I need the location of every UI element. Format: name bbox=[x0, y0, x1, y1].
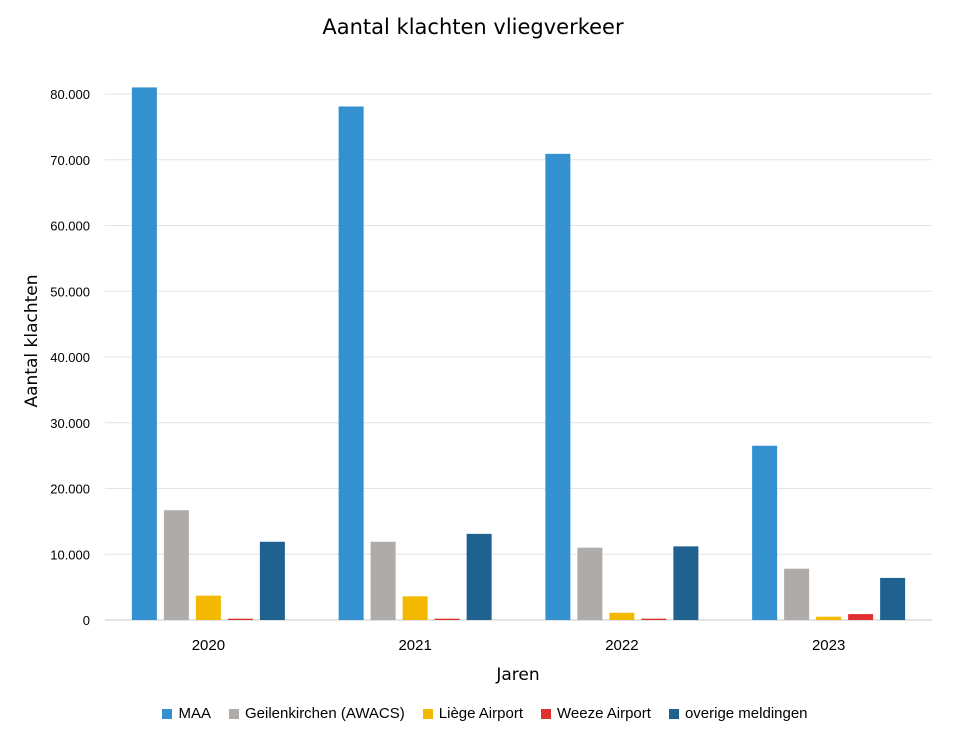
bar-overige-meldingen-2022 bbox=[673, 546, 699, 620]
y-tick-label: 50.000 bbox=[50, 284, 90, 299]
y-tick-label: 0 bbox=[83, 613, 90, 628]
legend-swatch bbox=[668, 708, 679, 719]
x-axis-title: Jaren bbox=[495, 665, 539, 685]
legend-label: MAA bbox=[178, 705, 211, 722]
y-tick-label: 20.000 bbox=[50, 482, 90, 497]
y-tick-label: 70.000 bbox=[50, 153, 90, 168]
bar-li-ge-airport-2020 bbox=[195, 595, 221, 620]
chart-title: Aantal klachten vliegverkeer bbox=[322, 15, 624, 39]
legend-item: Weeze Airport bbox=[541, 705, 651, 722]
bar-chart: 0 10.000 20.000 30.000 40.000 50.000 60.000 70.… bbox=[22, 87, 932, 685]
legend-label: Liège Airport bbox=[438, 705, 523, 722]
bar-overige-meldingen-2020 bbox=[259, 541, 285, 620]
bar-geilenkirchen-awacs-2021 bbox=[370, 541, 396, 620]
y-axis-title: Aantal klachten bbox=[22, 274, 42, 407]
bar-weeze-airport-2023 bbox=[848, 614, 874, 620]
y-tick-label: 40.000 bbox=[50, 350, 90, 365]
legend: MAA Geilenkirchen (AWACS) Liège Airport Wee… bbox=[0, 705, 970, 722]
x-category-label: 2021 bbox=[398, 637, 431, 654]
x-category-labels: 2020 2021 2022 2023 bbox=[192, 637, 846, 654]
x-category-label: 2023 bbox=[812, 637, 845, 654]
bar-geilenkirchen-awacs-2022 bbox=[577, 547, 603, 620]
bar-maa-2022 bbox=[545, 153, 571, 620]
legend-label: Weeze Airport bbox=[557, 705, 651, 722]
bar-li-ge-airport-2021 bbox=[402, 596, 428, 620]
legend-swatch bbox=[162, 708, 173, 719]
bars bbox=[131, 87, 906, 621]
bar-geilenkirchen-awacs-2023 bbox=[784, 568, 810, 620]
bar-li-ge-airport-2023 bbox=[816, 616, 842, 620]
bar-maa-2021 bbox=[338, 106, 364, 621]
legend-label: Geilenkirchen (AWACS) bbox=[245, 705, 405, 722]
legend-swatch bbox=[229, 708, 239, 719]
gridlines bbox=[105, 93, 932, 621]
legend-item: overige meldingen bbox=[668, 705, 808, 722]
bar-weeze-airport-2020 bbox=[227, 618, 253, 620]
legend-swatch bbox=[422, 708, 433, 719]
legend-swatch bbox=[541, 708, 551, 719]
y-tick-label: 60.000 bbox=[50, 219, 90, 234]
bar-geilenkirchen-awacs-2020 bbox=[163, 510, 189, 620]
legend-item: Liège Airport bbox=[422, 705, 523, 722]
y-tick-labels: 0 10.000 20.000 30.000 40.000 50.000 60.000 70.… bbox=[50, 87, 90, 628]
bar-weeze-airport-2021 bbox=[434, 618, 460, 620]
bar-weeze-airport-2022 bbox=[641, 618, 667, 620]
legend-item: MAA bbox=[162, 705, 211, 722]
bar-maa-2020 bbox=[131, 87, 157, 621]
x-category-label: 2020 bbox=[192, 637, 225, 654]
x-category-label: 2022 bbox=[605, 637, 638, 654]
bar-overige-meldingen-2021 bbox=[466, 533, 492, 620]
y-tick-label: 80.000 bbox=[50, 87, 90, 102]
bar-overige-meldingen-2023 bbox=[880, 577, 906, 620]
bar-li-ge-airport-2022 bbox=[609, 612, 635, 620]
bar-maa-2023 bbox=[752, 445, 778, 620]
legend-item: Geilenkirchen (AWACS) bbox=[229, 705, 405, 722]
y-tick-label: 30.000 bbox=[50, 416, 90, 431]
y-tick-label: 10.000 bbox=[50, 547, 90, 562]
legend-label: overige meldingen bbox=[684, 705, 808, 722]
